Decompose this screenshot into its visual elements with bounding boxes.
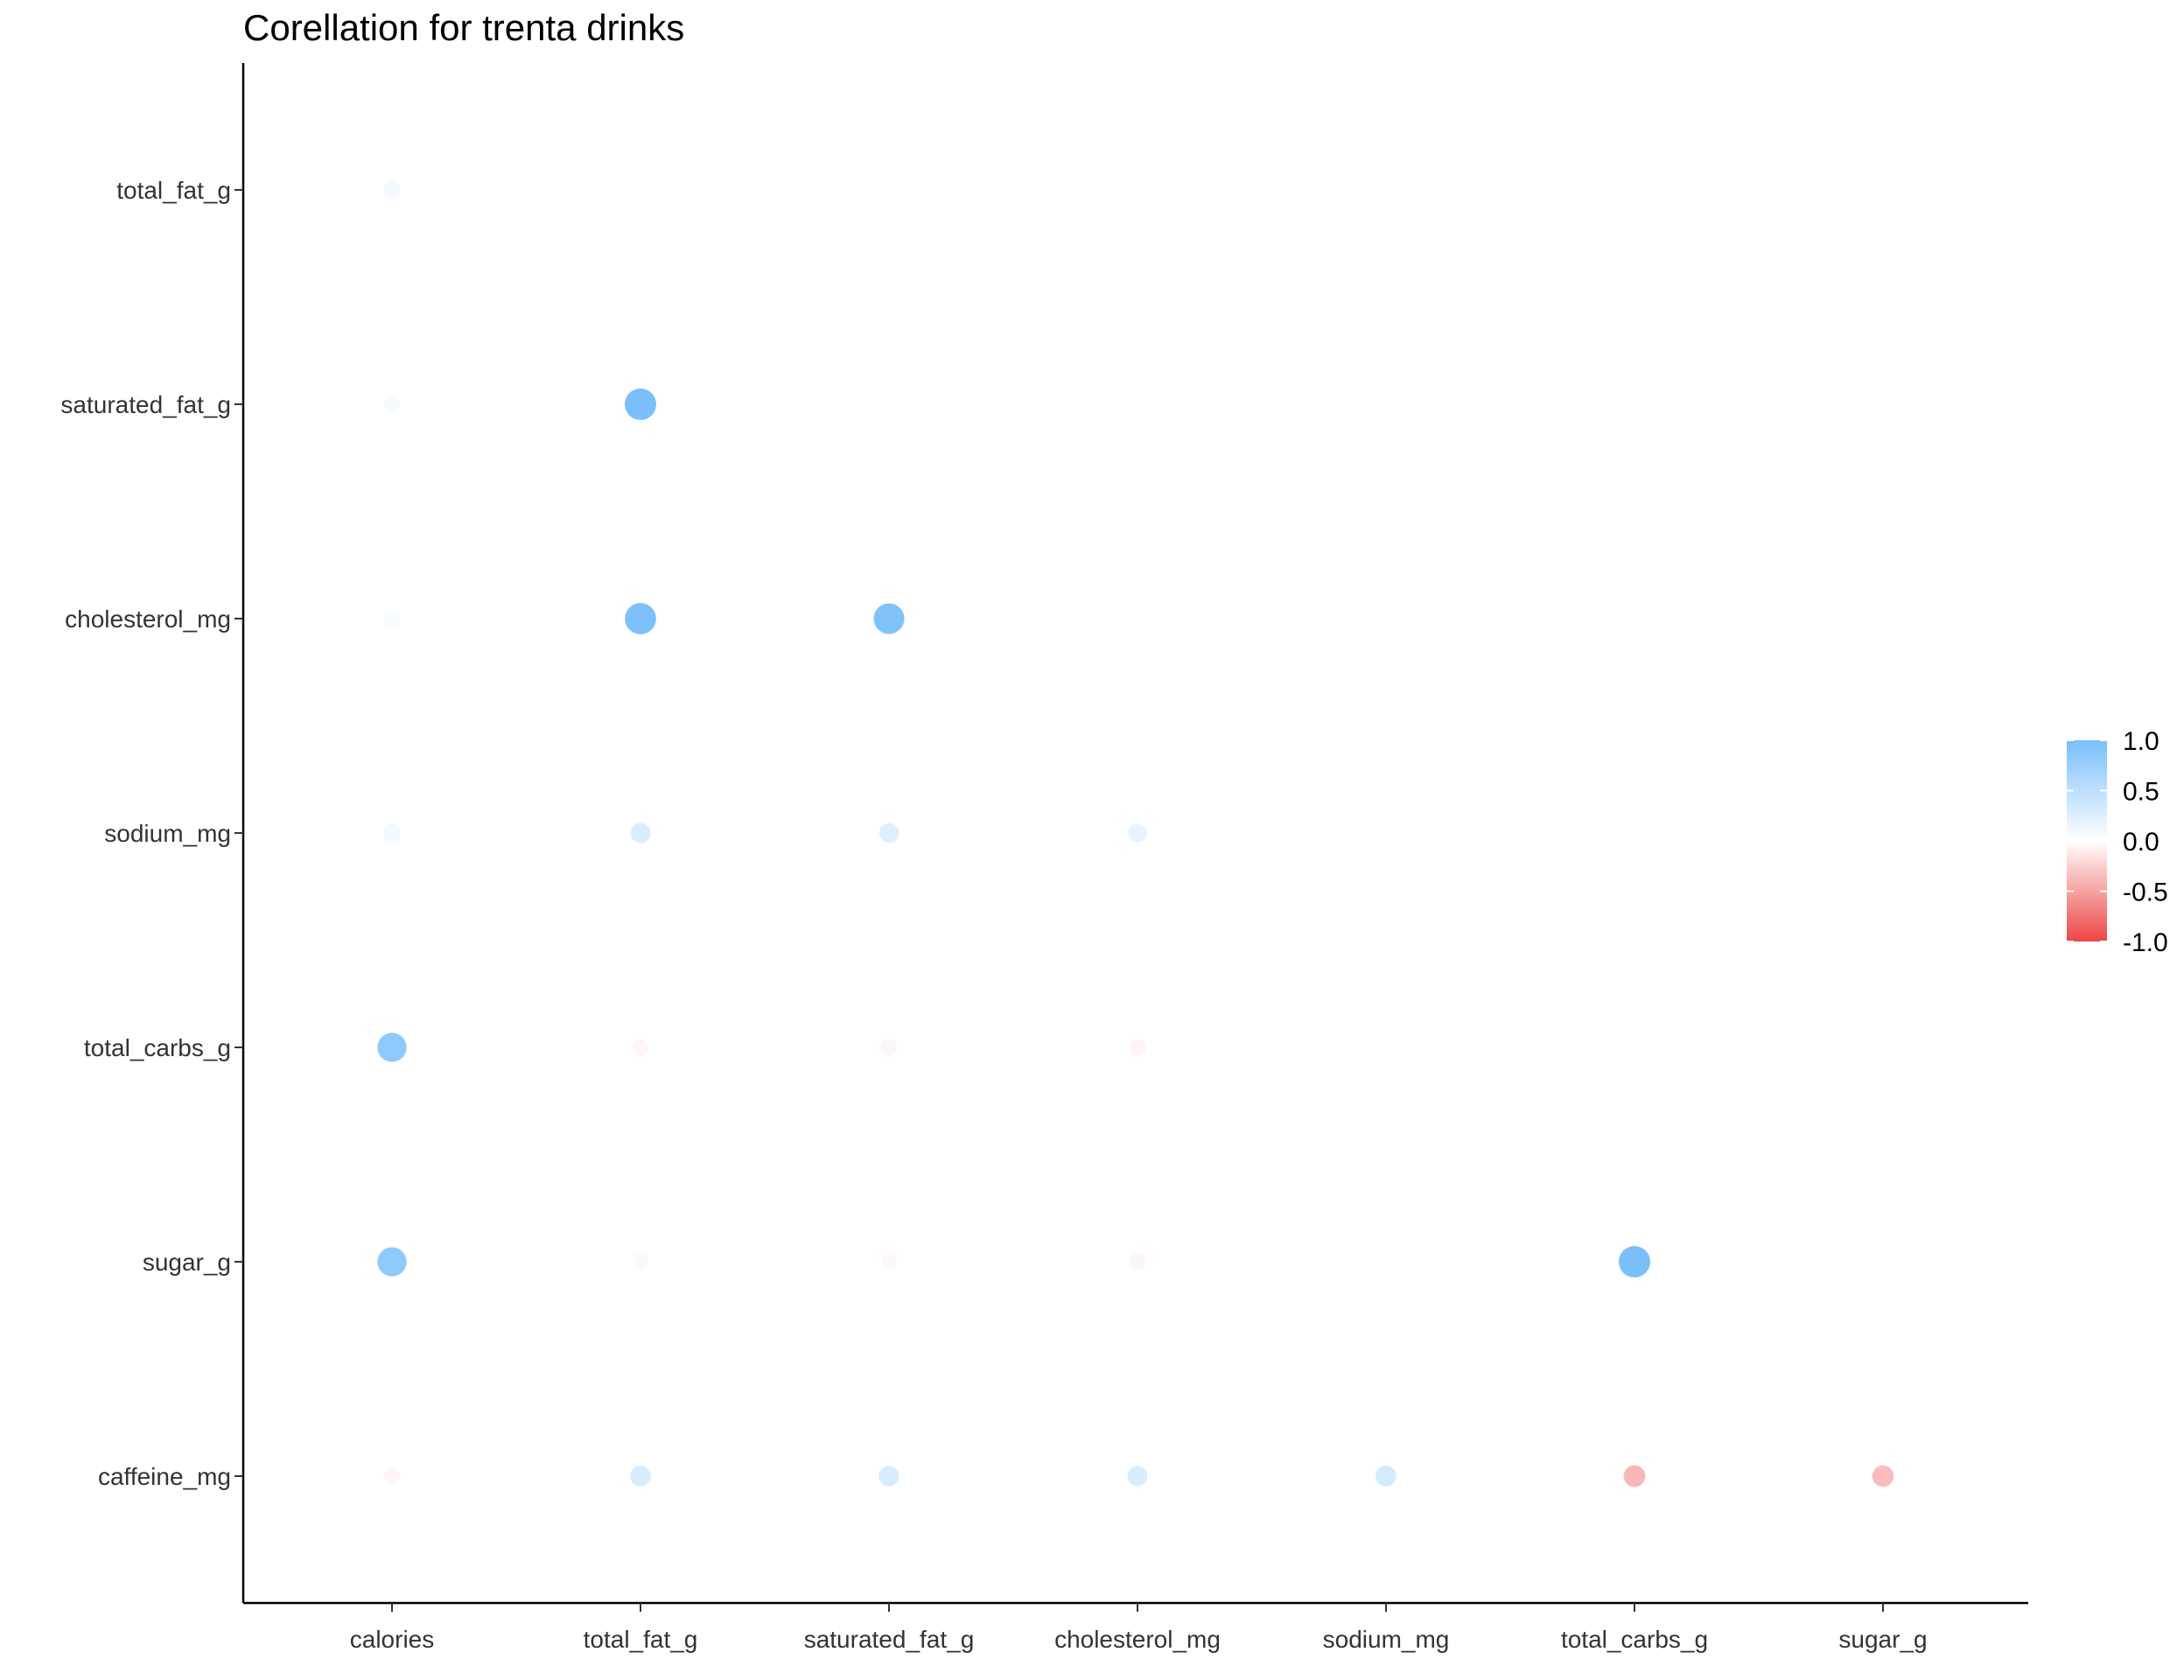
correlation-point: [632, 1039, 649, 1056]
y-tick-label: sodium_mg: [104, 820, 231, 847]
correlation-point: [878, 1466, 900, 1487]
correlation-point: [1129, 1253, 1146, 1270]
correlation-point: [630, 1466, 651, 1487]
y-axis-ticks: total_fat_g saturated_fat_g cholesterol_mg…: [60, 177, 243, 1490]
correlation-point: [377, 1032, 407, 1062]
chart-title: Corellation for trenta drinks: [243, 7, 684, 48]
x-tick-label: cholesterol_mg: [1054, 1626, 1221, 1653]
correlation-point: [878, 822, 900, 844]
y-tick-label: total_fat_g: [116, 177, 231, 204]
correlation-point: [1376, 1466, 1396, 1487]
correlation-point: [1872, 1465, 1894, 1488]
x-tick-label: saturated_fat_g: [804, 1626, 975, 1653]
correlation-point: [383, 824, 401, 842]
x-tick-label: calories: [350, 1626, 434, 1653]
x-tick-label: sugar_g: [1838, 1626, 1927, 1653]
correlation-point: [625, 603, 656, 634]
legend-tick-label: -1.0: [2123, 928, 2168, 957]
color-legend: 1.0 0.5 0.0 -0.5 -1.0: [2067, 727, 2168, 957]
correlation-point: [880, 1039, 898, 1056]
correlation-point: [1128, 823, 1147, 843]
y-tick-label: saturated_fat_g: [60, 391, 231, 418]
x-tick-label: sodium_mg: [1323, 1626, 1450, 1653]
legend-tick-label: 0.5: [2123, 778, 2160, 807]
x-tick-label: total_carbs_g: [1561, 1626, 1708, 1653]
x-axis-ticks: calories total_fat_g saturated_fat_g choles…: [350, 1603, 1928, 1653]
correlation-points: [377, 181, 1894, 1488]
correlation-point: [1127, 1466, 1148, 1487]
correlation-point: [383, 1467, 401, 1485]
correlation-point: [630, 822, 651, 844]
y-tick-label: sugar_g: [143, 1249, 231, 1276]
correlation-point: [377, 1247, 407, 1277]
correlation-point: [383, 396, 401, 413]
correlation-point: [880, 1253, 898, 1270]
correlation-point: [383, 610, 401, 627]
y-tick-label: total_carbs_g: [84, 1034, 231, 1061]
correlation-point: [383, 181, 401, 199]
legend-tick-label: -0.5: [2123, 878, 2168, 907]
correlation-point: [625, 388, 656, 420]
correlation-point: [632, 1253, 649, 1270]
correlation-point: [1619, 1246, 1650, 1278]
correlation-point: [873, 603, 905, 634]
legend-tick-label: 0.0: [2123, 828, 2160, 857]
x-tick-label: total_fat_g: [584, 1626, 698, 1653]
y-tick-label: cholesterol_mg: [65, 606, 231, 633]
y-tick-label: caffeine_mg: [98, 1463, 231, 1490]
correlation-point: [1129, 1039, 1146, 1056]
correlation-point: [1623, 1465, 1646, 1488]
legend-tick-label: 1.0: [2123, 727, 2160, 756]
